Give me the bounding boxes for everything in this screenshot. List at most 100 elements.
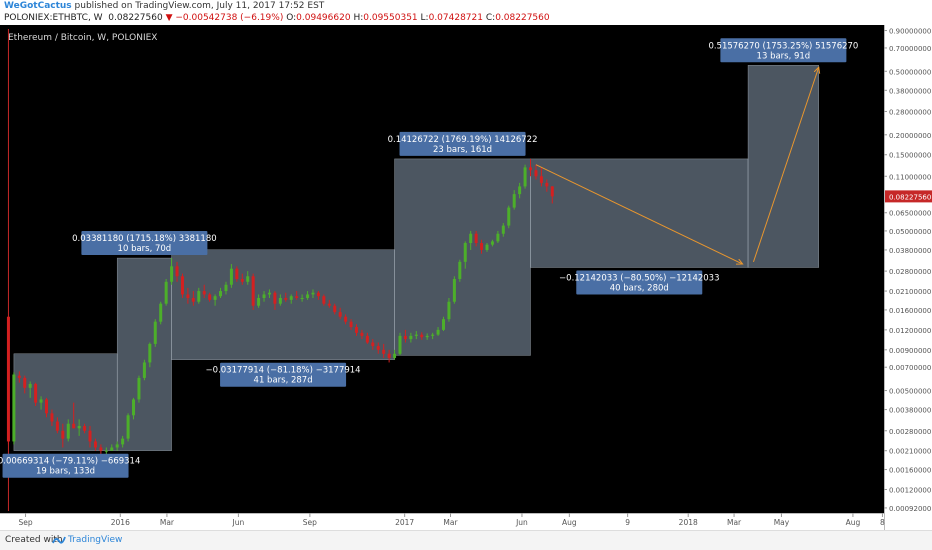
candle-body xyxy=(474,233,478,244)
price-tick-label: 0.20000000 xyxy=(889,132,931,140)
price-chart[interactable]: Ethereum / Bitcoin, W, POLONIEX −0.006693… xyxy=(0,25,932,530)
candle-body xyxy=(88,430,92,442)
publish-line: WeGotCactus published on TradingView.com… xyxy=(4,1,324,11)
price-tick-label: 0.02800000 xyxy=(889,268,931,276)
candle-body xyxy=(12,374,16,442)
candle-body xyxy=(398,335,402,354)
measure-box xyxy=(13,353,118,451)
measure-label-text: 13 bars, 91d xyxy=(757,51,811,61)
tradingview-brand[interactable]: TradingView xyxy=(68,535,123,545)
down-arrow-icon: ▼ xyxy=(165,13,173,23)
candle-body xyxy=(39,399,43,403)
candle-body xyxy=(529,167,533,171)
price-tick-label: 0.00900000 xyxy=(889,347,931,355)
candle-body xyxy=(403,335,407,340)
measure-label-text: 0.14126722 (1769.19%) 14126722 xyxy=(388,135,538,145)
price-tick-label: 0.01600000 xyxy=(889,307,931,315)
candle-body xyxy=(251,276,255,306)
candle-body xyxy=(99,447,103,451)
candle-body xyxy=(409,335,413,340)
time-tick-label: 2016 xyxy=(111,518,130,527)
candle-body xyxy=(115,444,119,448)
candle-body xyxy=(208,294,212,300)
candle-body xyxy=(316,292,320,297)
candle-body xyxy=(186,294,190,298)
measure-label-bg xyxy=(399,131,526,156)
price-tick-label: 0.00700000 xyxy=(889,364,931,372)
candle-body xyxy=(235,268,239,279)
time-tick-label: 2017 xyxy=(395,518,414,527)
high-label: H: xyxy=(353,13,364,23)
candle-body xyxy=(28,383,32,388)
measure-label-bg xyxy=(2,453,129,478)
candle-body xyxy=(420,334,424,338)
symbol-label: POLONIEX:ETHBTC, W xyxy=(4,13,103,23)
price-tick-label: 0.00092000 xyxy=(889,505,931,513)
candle-body xyxy=(442,319,445,330)
candle-body xyxy=(121,438,125,445)
candle-body xyxy=(545,182,549,187)
candle-body xyxy=(164,281,168,304)
candle-body xyxy=(142,362,146,378)
candle-body xyxy=(501,225,505,234)
time-tick-label: May xyxy=(774,518,790,527)
candle-body xyxy=(55,421,59,431)
price-axis-background xyxy=(884,25,932,530)
candle-body xyxy=(436,329,440,335)
candle-body xyxy=(159,303,163,322)
candle-body xyxy=(224,284,228,292)
time-tick-label: 2018 xyxy=(679,518,698,527)
candle-body xyxy=(289,296,293,300)
time-tick-label: Jun xyxy=(232,518,245,527)
candle-body xyxy=(354,327,358,333)
candle-body xyxy=(534,170,538,177)
candle-body xyxy=(311,292,315,295)
measure-box xyxy=(116,257,172,451)
candle-body xyxy=(371,342,375,347)
measure-label-bg xyxy=(81,231,208,256)
time-axis-background xyxy=(0,513,884,530)
candle-body xyxy=(148,343,152,363)
time-tick-label: Jun xyxy=(515,518,528,527)
measure-box xyxy=(747,65,819,268)
price-tick-label: 0.03800000 xyxy=(889,247,931,255)
close-value: 0.08227560 xyxy=(495,13,550,23)
candle-body xyxy=(170,266,174,282)
chart-header: WeGotCactus published on TradingView.com… xyxy=(0,0,932,25)
candle-body xyxy=(300,297,304,299)
measure-box xyxy=(394,158,531,356)
candle-body xyxy=(333,305,337,313)
candle-body xyxy=(175,266,179,277)
candle-body xyxy=(327,303,331,306)
candle-body xyxy=(50,413,54,422)
candle-body xyxy=(365,335,369,343)
candle-body xyxy=(518,186,522,195)
price-tick-label: 0.00210000 xyxy=(889,448,931,456)
candle-body xyxy=(267,292,271,295)
published-text: published on TradingView.com, July 11, 2… xyxy=(74,1,325,11)
candle-body xyxy=(191,297,195,302)
time-tick-label: Sep xyxy=(303,518,317,527)
open-label: O: xyxy=(286,13,297,23)
price-tick-label: 0.38000000 xyxy=(889,87,931,95)
candle-body xyxy=(202,291,206,295)
candle-body xyxy=(77,425,81,429)
candle-body xyxy=(344,316,348,322)
candle-body xyxy=(137,377,141,400)
candle-body xyxy=(447,301,451,320)
tradingview-logo-icon xyxy=(52,536,66,544)
candle-body xyxy=(83,425,87,431)
price-tick-label: 0.15000000 xyxy=(889,152,931,160)
created-with-text: Created with xyxy=(5,535,63,545)
price-tick-label: 0.70000000 xyxy=(889,45,931,53)
time-tick-label: Sep xyxy=(18,518,32,527)
projection-arrow xyxy=(753,67,818,263)
author-link[interactable]: WeGotCactus xyxy=(4,1,72,11)
candle-body xyxy=(153,321,157,344)
measure-label-text: 0.51576270 (1753.25%) 51576270 xyxy=(708,41,858,51)
price-tick-label: 0.00160000 xyxy=(889,467,931,475)
